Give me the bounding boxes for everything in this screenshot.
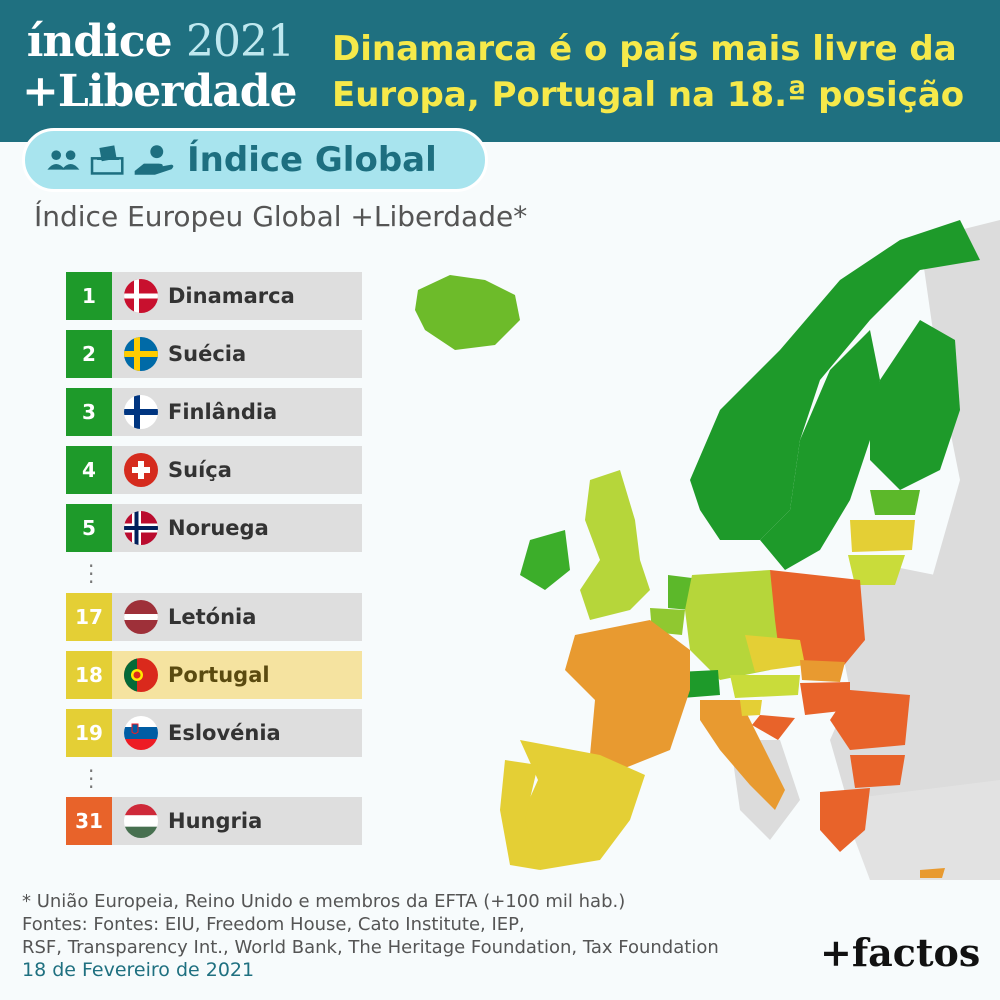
country-name: Letónia [168, 605, 257, 629]
finland-flag-icon [124, 395, 158, 429]
ranking-row: 2 Suécia [66, 330, 362, 378]
ranking-row: 31 Hungria [66, 797, 362, 845]
map-slovakia [800, 660, 845, 682]
ranking-row: 17 Letónia [66, 593, 362, 641]
slovenia-flag-icon [124, 716, 158, 750]
country-name: Dinamarca [168, 284, 295, 308]
country-name: Hungria [168, 809, 263, 833]
country-name: Suíça [168, 458, 232, 482]
map-austria [730, 675, 800, 698]
map-cyprus [920, 868, 945, 878]
map-czechia [745, 635, 805, 672]
headline: Dinamarca é o país mais livre da Europa,… [332, 29, 965, 115]
map-portugal [500, 760, 540, 870]
map-netherlands [668, 575, 692, 610]
country-name: Noruega [168, 516, 269, 540]
country-name: Portugal [168, 663, 270, 687]
latvia-flag-icon [124, 600, 158, 634]
rank-number: 3 [66, 388, 112, 436]
map-uk [580, 470, 650, 620]
map-estonia [870, 490, 920, 515]
ellipsis-divider: · · · [88, 759, 95, 799]
brand-word: índice [26, 16, 173, 67]
rank-number: 5 [66, 504, 112, 552]
ranking-row: 4 Suíça [66, 446, 362, 494]
hungary-flag-icon [124, 804, 158, 838]
publish-date: 18 de Fevereiro de 2021 [22, 959, 255, 981]
people-icon [47, 150, 80, 170]
rank-number: 1 [66, 272, 112, 320]
ranking-row: 19 Eslovénia [66, 709, 362, 757]
tab-global-index[interactable]: Índice Global [22, 128, 488, 192]
map-turkey-grey [840, 780, 1000, 880]
rank-number: 31 [66, 797, 112, 845]
ranking-row: 5 Noruega [66, 504, 362, 552]
norway-flag-icon [124, 511, 158, 545]
switzerland-flag-icon [124, 453, 158, 487]
map-hungary [800, 682, 850, 715]
ballot-box-icon [90, 145, 124, 175]
ranking-row: 3 Finlândia [66, 388, 362, 436]
brand-name: +Liberdade [22, 66, 298, 117]
hand-coin-icon [134, 145, 174, 175]
sweden-flag-icon [124, 337, 158, 371]
map-italy [700, 700, 785, 810]
rank-number: 4 [66, 446, 112, 494]
country-name: Eslovénia [168, 721, 281, 745]
tab-label: Índice Global [187, 140, 437, 180]
map-lithuania [848, 555, 905, 585]
ranking-row: 1 Dinamarca [66, 272, 362, 320]
map-spain [520, 740, 645, 870]
map-bulgaria [850, 755, 905, 788]
ellipsis-divider: · · · [88, 554, 95, 594]
country-name: Suécia [168, 342, 247, 366]
map-iceland [415, 275, 520, 350]
map-finland [870, 320, 960, 490]
map-latvia [850, 520, 915, 552]
rank-number: 18 [66, 651, 112, 699]
header-banner: índice 2021 +Liberdade Dinamarca é o paí… [0, 0, 1000, 142]
map-sweden [760, 330, 880, 570]
footer-notes: * União Europeia, Reino Unido e membros … [22, 890, 719, 982]
sources-line: RSF, Transparency Int., World Bank, The … [22, 937, 719, 958]
rank-number: 2 [66, 330, 112, 378]
brand-logo: índice 2021 +Liberdade [22, 18, 312, 118]
portugal-flag-icon [124, 658, 158, 692]
map-france [565, 620, 690, 770]
map-croatia [752, 715, 795, 740]
rank-number: 17 [66, 593, 112, 641]
factos-logo[interactable]: +factos [820, 930, 981, 975]
map-greece [820, 788, 870, 852]
map-romania [830, 690, 910, 750]
footnote: * União Europeia, Reino Unido e membros … [22, 891, 626, 912]
rank-number: 19 [66, 709, 112, 757]
ranking-row-highlight: 18 Portugal [66, 651, 362, 699]
country-name: Finlândia [168, 400, 278, 424]
map-ireland [520, 530, 570, 590]
europe-map [415, 220, 1000, 880]
sources-line: Fontes: Fontes: EIU, Freedom House, Cato… [22, 914, 525, 935]
denmark-flag-icon [124, 279, 158, 313]
chart-subtitle: Índice Europeu Global +Liberdade* [34, 200, 528, 233]
brand-year: 2021 [186, 16, 295, 67]
map-slovenia [740, 700, 762, 716]
map-denmark [725, 505, 750, 540]
map-norway [690, 220, 980, 540]
